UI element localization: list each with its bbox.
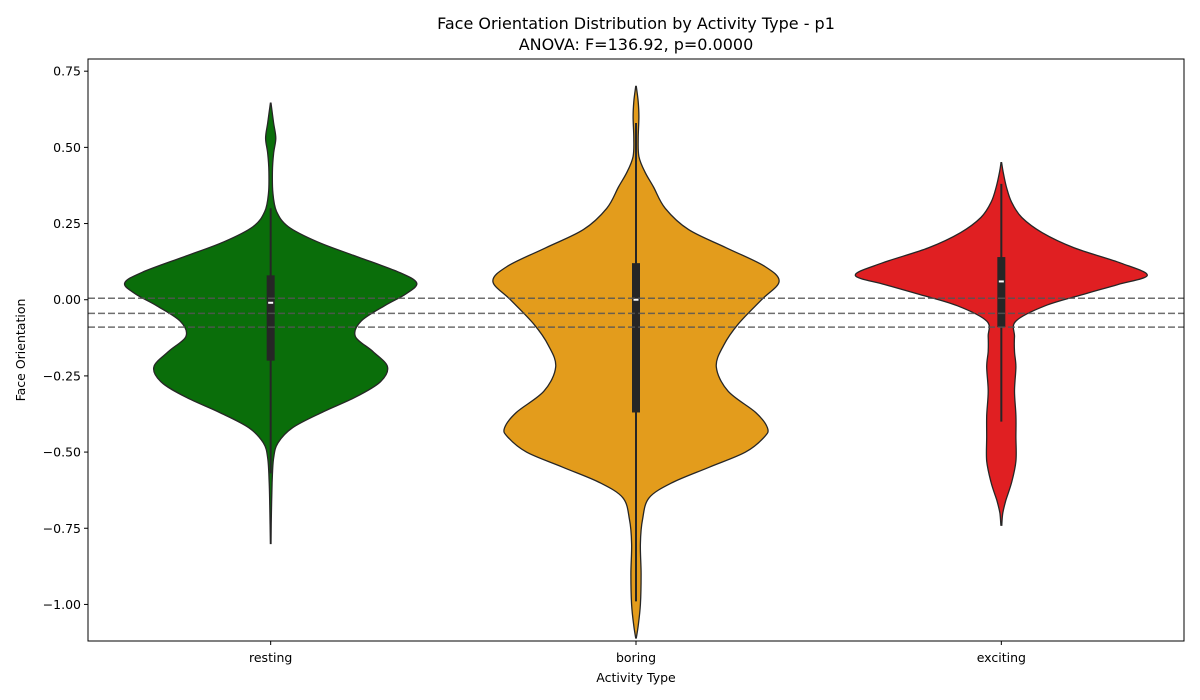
y-tick-label: 0.50: [53, 140, 81, 155]
plot-area: [88, 85, 1184, 639]
iqr-box-resting: [266, 275, 275, 361]
y-tick-label: −0.50: [43, 445, 81, 460]
x-tick-label-resting: resting: [249, 650, 292, 665]
y-tick-label: 0.75: [53, 64, 81, 79]
chart-subtitle: ANOVA: F=136.92, p=0.0000: [519, 35, 754, 54]
y-axis-label: Face Orientation: [13, 299, 28, 402]
y-tick-label: −1.00: [43, 597, 81, 612]
x-tick-label-boring: boring: [616, 650, 656, 665]
y-tick-label: 0.00: [53, 292, 81, 307]
x-tick-label-exciting: exciting: [977, 650, 1026, 665]
chart-title: Face Orientation Distribution by Activit…: [437, 14, 835, 33]
iqr-box-exciting: [997, 257, 1006, 328]
y-tick-label: 0.25: [53, 216, 81, 231]
iqr-box-boring: [632, 263, 640, 413]
x-axis-label: Activity Type: [596, 670, 676, 685]
y-tick-label: −0.25: [43, 368, 81, 383]
y-tick-label: −0.75: [43, 521, 81, 536]
